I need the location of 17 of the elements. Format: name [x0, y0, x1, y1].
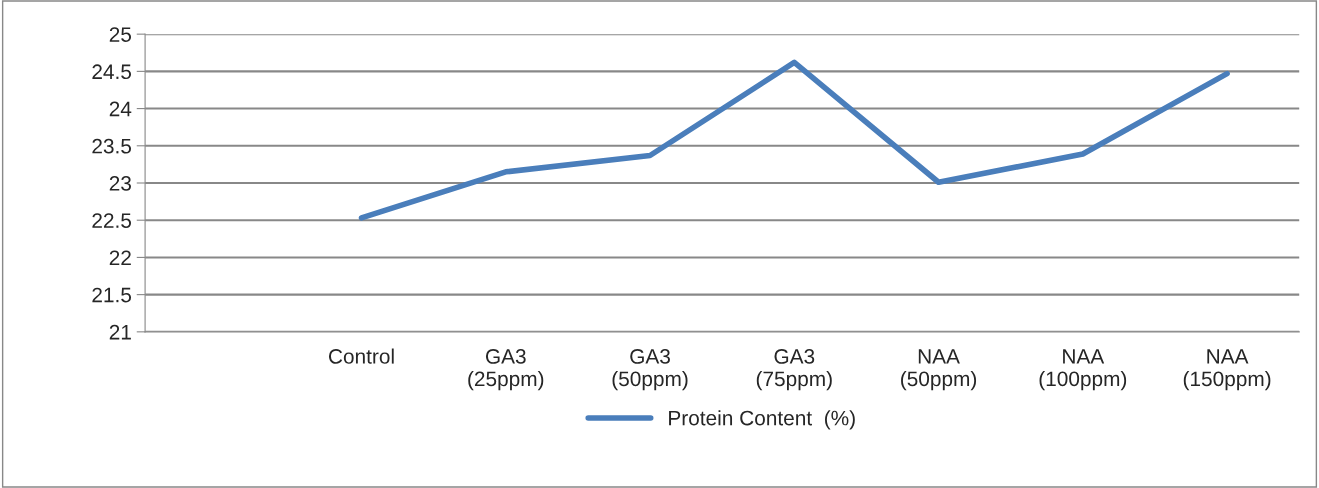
x-tick-label: GA3 (25ppm): [468, 349, 544, 391]
y-tick-label: 24.5: [92, 64, 132, 80]
x-tick-label: GA3 (75ppm): [756, 349, 832, 391]
x-tick-label: NAA (100ppm): [1039, 349, 1127, 391]
x-tick-label: NAA (50ppm): [901, 349, 977, 391]
y-tick-label: 21.5: [92, 287, 132, 303]
y-tick-label: 23: [109, 176, 131, 191]
y-tick-label: 23.5: [92, 138, 132, 154]
legend-label: Protein Content (%): [669, 410, 855, 430]
y-tick-label: 22: [109, 250, 131, 265]
x-tick-label: Control: [328, 348, 394, 364]
y-tick-label: 25: [109, 27, 132, 42]
y-tick-label: 24: [109, 101, 132, 117]
x-tick-label: NAA (150ppm): [1183, 349, 1271, 391]
x-tick-label: GA3 (50ppm): [612, 349, 688, 391]
y-tick-label: 22.5: [92, 213, 132, 228]
y-tick-label: 21: [109, 324, 131, 340]
